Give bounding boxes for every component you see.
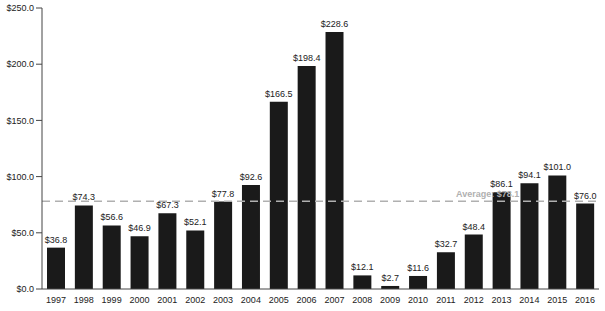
svg-text:$74.3: $74.3 [73, 192, 96, 202]
svg-text:$77.8: $77.8 [212, 189, 235, 199]
svg-text:$200.0: $200.0 [8, 59, 34, 69]
svg-text:$11.6: $11.6 [407, 263, 429, 273]
svg-text:$0.0: $0.0 [16, 284, 34, 294]
svg-text:$67.3: $67.3 [156, 200, 179, 210]
svg-text:1999: 1999 [102, 295, 122, 305]
svg-text:$166.5: $166.5 [265, 89, 293, 99]
svg-text:$198.4: $198.4 [293, 53, 321, 63]
svg-text:2013: 2013 [492, 295, 512, 305]
svg-text:2007: 2007 [324, 295, 344, 305]
svg-text:$76.0: $76.0 [574, 191, 597, 201]
svg-text:2011: 2011 [436, 295, 455, 305]
svg-text:$250.0: $250.0 [8, 3, 34, 13]
svg-text:Average: $78.1: Average: $78.1 [456, 189, 519, 199]
svg-text:$94.1: $94.1 [518, 170, 541, 180]
svg-text:$52.1: $52.1 [184, 217, 207, 227]
svg-text:$2.7: $2.7 [381, 273, 399, 283]
svg-text:2002: 2002 [185, 295, 205, 305]
svg-text:2014: 2014 [519, 295, 539, 305]
svg-text:2006: 2006 [297, 295, 317, 305]
svg-text:2001: 2001 [157, 295, 177, 305]
svg-text:$56.6: $56.6 [100, 212, 123, 222]
svg-text:$48.4: $48.4 [462, 222, 485, 232]
svg-text:$92.6: $92.6 [240, 172, 263, 182]
svg-text:$46.9: $46.9 [128, 223, 151, 233]
svg-text:2005: 2005 [269, 295, 289, 305]
svg-text:$32.7: $32.7 [435, 239, 458, 249]
svg-text:2012: 2012 [464, 295, 484, 305]
svg-text:$101.0: $101.0 [544, 162, 572, 172]
svg-text:$100.0: $100.0 [8, 172, 34, 182]
svg-text:2004: 2004 [241, 295, 261, 305]
svg-text:$12.1: $12.1 [351, 262, 374, 272]
svg-text:1997: 1997 [46, 295, 66, 305]
svg-text:2003: 2003 [213, 295, 233, 305]
svg-text:2009: 2009 [380, 295, 400, 305]
svg-text:$50.0: $50.0 [11, 228, 34, 238]
svg-text:2015: 2015 [547, 295, 567, 305]
svg-text:$36.8: $36.8 [45, 235, 68, 245]
svg-text:2000: 2000 [129, 295, 149, 305]
svg-text:$150.0: $150.0 [8, 116, 34, 126]
svg-text:2008: 2008 [352, 295, 372, 305]
svg-text:2016: 2016 [575, 295, 595, 305]
svg-text:$228.6: $228.6 [321, 19, 349, 29]
svg-text:1998: 1998 [74, 295, 94, 305]
svg-text:$86.1: $86.1 [490, 179, 513, 189]
svg-text:2010: 2010 [408, 295, 428, 305]
